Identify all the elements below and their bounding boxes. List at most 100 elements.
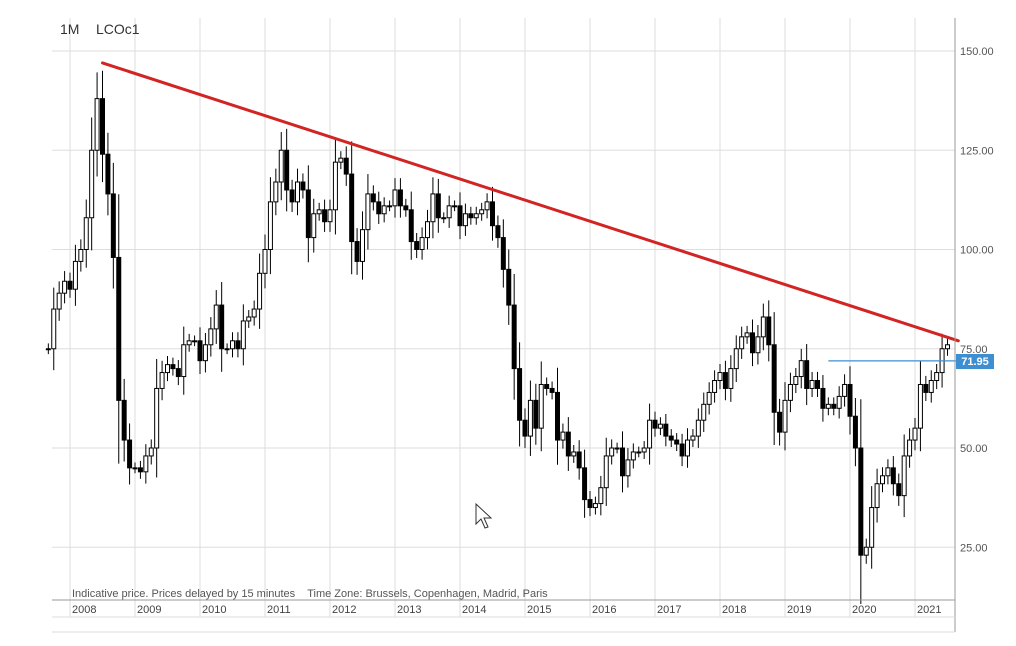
candle-up (484, 201, 490, 211)
candle-down (549, 387, 555, 393)
y-tick-label: 100.00 (960, 245, 994, 257)
candle-down (555, 391, 560, 441)
candle-down (565, 431, 571, 457)
candle-down (663, 423, 669, 437)
candle-down (289, 189, 295, 203)
candle-down (408, 209, 414, 243)
candle-up (793, 376, 799, 385)
candle-up (755, 336, 761, 354)
candle-up (224, 348, 230, 351)
grid (52, 18, 955, 600)
candle-up (695, 419, 701, 437)
candle-up (132, 467, 138, 470)
candle-up (690, 435, 696, 441)
candle-up (739, 336, 745, 350)
candle-down (110, 193, 116, 258)
candle-down (127, 439, 133, 469)
x-tick-label: 2013 (397, 604, 421, 616)
candle-up (230, 340, 235, 350)
candle-up (744, 332, 750, 338)
x-tick-label: 2017 (657, 604, 681, 616)
y-tick-label: 150.00 (960, 46, 994, 58)
candle-down (370, 193, 376, 203)
candle-up (159, 372, 165, 389)
candle-up (51, 308, 57, 350)
x-tick-label: 2021 (917, 604, 941, 616)
candle-up (202, 344, 208, 362)
candle-down (435, 193, 441, 219)
x-tick-label: 2012 (332, 604, 356, 616)
x-tick-label: 2010 (202, 604, 226, 616)
candle-down (300, 181, 306, 191)
candle-up (72, 260, 78, 290)
candle-up (452, 205, 458, 208)
candle-down (544, 383, 550, 389)
candle-up (208, 328, 214, 346)
y-tick-label: 25.00 (960, 542, 988, 554)
candle-up (62, 280, 68, 294)
candle-up (641, 447, 647, 453)
candle-up (901, 455, 907, 497)
candle-down (890, 467, 896, 485)
candle-up (782, 399, 788, 433)
x-tick-label: 2009 (137, 604, 161, 616)
candle-down (896, 483, 902, 497)
resistance-trendline[interactable] (101, 61, 960, 343)
candle-up (647, 419, 653, 449)
candle-down (679, 443, 685, 457)
candle-down (235, 340, 241, 350)
candle-down (170, 364, 176, 370)
candle-up (327, 209, 333, 223)
candle-up (83, 217, 89, 251)
candle-up (78, 249, 84, 262)
candle-up (701, 403, 707, 421)
candle-down (376, 201, 382, 215)
candle-down (620, 447, 625, 477)
candle-down (397, 189, 403, 207)
footer-note: Indicative price. Prices delayed by 15 m… (72, 588, 548, 600)
interval-label[interactable]: 1M (60, 21, 79, 37)
candle-down (322, 209, 328, 223)
candle-up (360, 229, 365, 262)
candle-up (430, 193, 436, 223)
candle-down (100, 98, 105, 155)
candle-up (392, 189, 398, 207)
candle-up (917, 383, 923, 429)
candle-up (798, 360, 804, 378)
candle-down (533, 399, 539, 429)
axes: 25.00 50.00 75.00 100.00 125.00 150.00 2008 200… (52, 18, 994, 633)
candle-down (305, 189, 311, 239)
candle-down (343, 157, 349, 175)
candle-down (674, 439, 680, 445)
candle-up (527, 399, 533, 437)
candle-down (668, 435, 674, 441)
candle-up (592, 503, 598, 509)
candle-up (56, 292, 62, 310)
candle-up (45, 348, 51, 351)
candle-up (278, 149, 284, 183)
candle-up (89, 149, 95, 219)
candle-up (717, 372, 723, 382)
candle-down (116, 256, 122, 401)
candle-up (907, 439, 913, 457)
candle-down (197, 340, 203, 362)
candle-down (652, 419, 658, 429)
candle-down (105, 153, 111, 195)
candle-up (538, 383, 544, 429)
candle-up (630, 451, 636, 461)
candle-up (192, 340, 198, 343)
y-tick-label: 75.00 (960, 344, 988, 356)
x-tick-label: 2018 (722, 604, 746, 616)
candle-down (771, 344, 777, 413)
candle-down (414, 241, 420, 250)
symbol-label[interactable]: LCOc1 (96, 21, 140, 37)
candle-up (240, 320, 246, 350)
candle-up (143, 455, 149, 473)
candle-up (836, 395, 842, 409)
candle-up (603, 455, 609, 489)
candle-down (815, 380, 820, 389)
candle-up (657, 423, 663, 429)
candle-down (67, 280, 73, 290)
